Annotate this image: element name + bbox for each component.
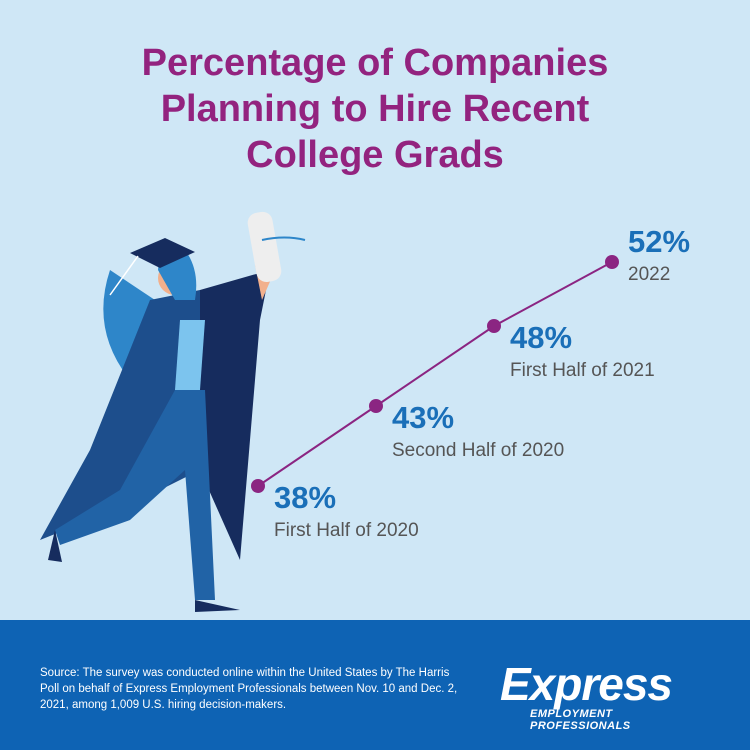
logo: Express EMPLOYMENT PROFESSIONALS — [500, 660, 715, 732]
category-label: First Half of 2021 — [510, 360, 655, 381]
chart-title: Percentage of Companies Planning to Hire… — [141, 42, 609, 176]
data-point — [251, 479, 265, 493]
data-point — [487, 319, 501, 333]
category-label: First Half of 2020 — [274, 520, 419, 541]
logo-tagline: EMPLOYMENT PROFESSIONALS — [530, 708, 631, 732]
category-label: 2022 — [628, 264, 670, 285]
data-point — [369, 399, 383, 413]
data-point — [605, 255, 619, 269]
chart: 38% First Half of 2020 43% Second Half of 2… — [40, 211, 690, 612]
trend-line — [257, 261, 613, 487]
value-label: 38% — [274, 480, 336, 515]
category-label: Second Half of 2020 — [392, 440, 564, 461]
value-label: 52% — [628, 224, 690, 259]
source-note: Source: The survey was conducted online … — [40, 667, 458, 711]
graduate-illustration — [40, 211, 306, 612]
value-label: 43% — [392, 400, 454, 435]
logo-word: Express — [500, 658, 673, 710]
footer: Source: The survey was conducted online … — [0, 620, 750, 750]
value-label: 48% — [510, 320, 572, 355]
